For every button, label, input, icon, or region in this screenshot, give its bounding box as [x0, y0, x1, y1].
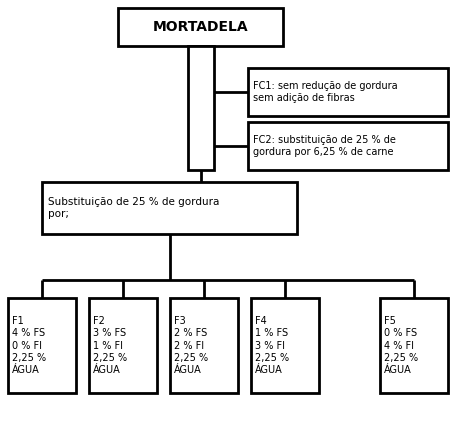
Text: F4
1 % FS
3 % FI
2,25 %
ÁGUA: F4 1 % FS 3 % FI 2,25 % ÁGUA — [255, 316, 289, 375]
Text: MORTADELA: MORTADELA — [152, 20, 248, 34]
FancyBboxPatch shape — [170, 298, 238, 393]
FancyBboxPatch shape — [118, 8, 283, 46]
FancyBboxPatch shape — [380, 298, 448, 393]
Text: FC1: sem redução de gordura
sem adição de fibras: FC1: sem redução de gordura sem adição d… — [253, 81, 398, 103]
Text: FC2: substituição de 25 % de
gordura por 6,25 % de carne: FC2: substituição de 25 % de gordura por… — [253, 135, 396, 157]
FancyBboxPatch shape — [248, 68, 448, 116]
Text: Substituição de 25 % de gordura
por;: Substituição de 25 % de gordura por; — [48, 197, 219, 219]
FancyBboxPatch shape — [89, 298, 157, 393]
FancyBboxPatch shape — [188, 46, 213, 170]
FancyBboxPatch shape — [8, 298, 76, 393]
Text: F1
4 % FS
0 % FI
2,25 %
ÁGUA: F1 4 % FS 0 % FI 2,25 % ÁGUA — [12, 316, 46, 375]
Text: F3
2 % FS
2 % FI
2,25 %
ÁGUA: F3 2 % FS 2 % FI 2,25 % ÁGUA — [174, 316, 208, 375]
Text: F2
3 % FS
1 % FI
2,25 %
ÁGUA: F2 3 % FS 1 % FI 2,25 % ÁGUA — [93, 316, 127, 375]
FancyBboxPatch shape — [248, 122, 448, 170]
FancyBboxPatch shape — [251, 298, 319, 393]
FancyBboxPatch shape — [42, 182, 297, 234]
Text: F5
0 % FS
4 % FI
2,25 %
ÁGUA: F5 0 % FS 4 % FI 2,25 % ÁGUA — [384, 316, 418, 375]
